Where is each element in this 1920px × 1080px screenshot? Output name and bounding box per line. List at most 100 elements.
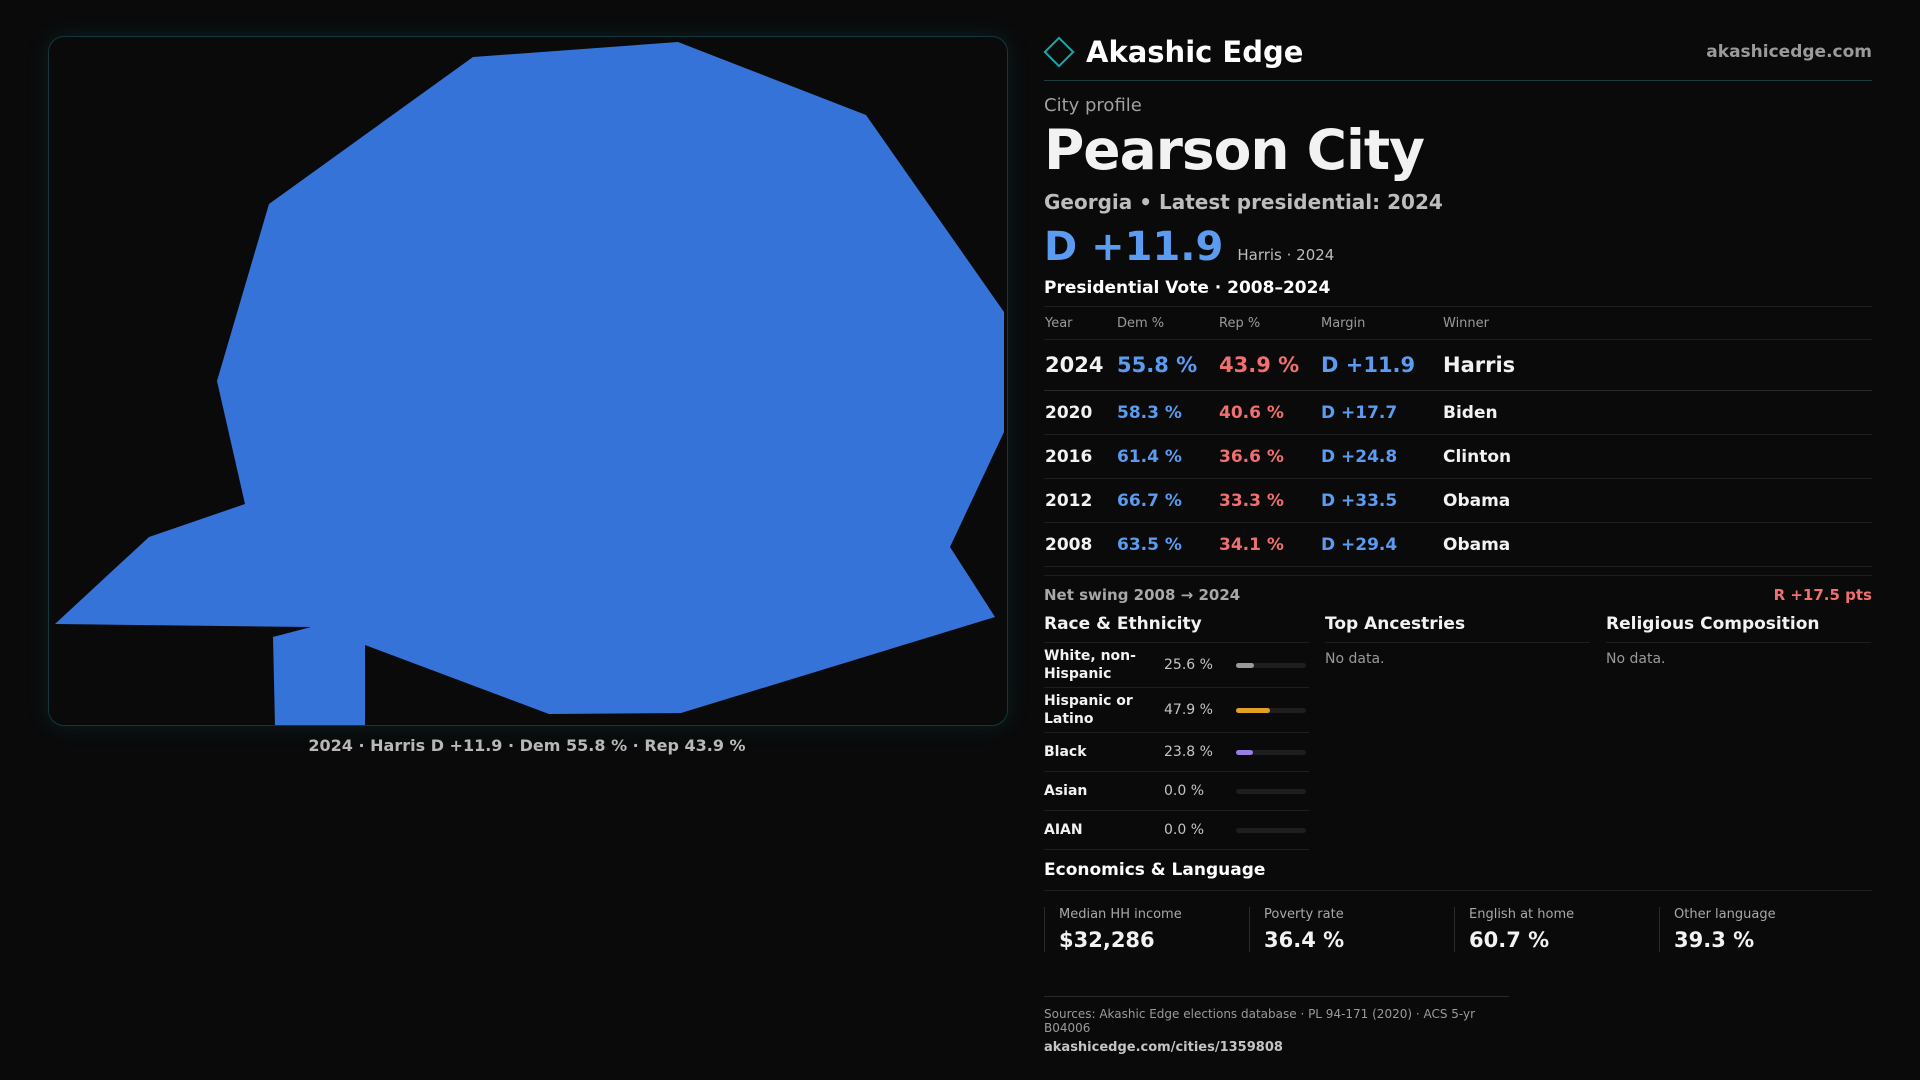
city-page-link[interactable]: akashicedge.com/cities/1359808: [1044, 1040, 1283, 1055]
econ-label: Poverty rate: [1264, 907, 1344, 922]
religion-empty: No data.: [1606, 651, 1666, 667]
cell-margin: D +33.5: [1320, 478, 1442, 523]
diamond-logo-icon: [1043, 36, 1075, 68]
map-caption: 2024 · Harris D +11.9 · Dem 55.8 % · Rep…: [308, 736, 746, 755]
econ-label: English at home: [1469, 907, 1575, 922]
economics-grid: Median HH income $32,286 Poverty rate 36…: [1044, 907, 1872, 952]
col-header-rep: Rep %: [1218, 307, 1320, 340]
cell-margin: D +17.7: [1320, 390, 1442, 435]
race-bar: [1236, 749, 1306, 755]
econ-stat: Poverty rate 36.4 %: [1249, 907, 1454, 952]
race-row: Black 23.8 %: [1044, 733, 1309, 772]
cell-winner: Clinton: [1442, 434, 1872, 479]
brand[interactable]: Akashic Edge: [1043, 35, 1304, 69]
vote-table: Year Dem % Rep % Margin Winner 2024 55.8…: [1044, 307, 1872, 567]
race-value: 47.9 %: [1164, 702, 1213, 718]
cell-dem: 66.7 %: [1116, 478, 1218, 523]
demographics-section: Race & Ethnicity White, non-Hispanic 25.…: [1044, 614, 1872, 850]
brand-header: Akashic Edge akashicedge.com: [1043, 30, 1872, 81]
ancestries-card: Top Ancestries No data.: [1325, 614, 1590, 850]
race-value: 23.8 %: [1164, 744, 1213, 760]
col-header-year: Year: [1044, 307, 1116, 340]
race-name: Hispanic or Latino: [1044, 693, 1133, 727]
net-swing-value: R +17.5 pts: [1773, 586, 1872, 604]
race-row: Asian 0.0 %: [1044, 772, 1309, 811]
table-row: 2008 63.5 % 34.1 % D +29.4 Obama: [1044, 522, 1872, 567]
race-row: White, non-Hispanic 25.6 %: [1044, 643, 1309, 688]
race-value: 0.0 %: [1164, 822, 1205, 838]
latest-margin-detail: Harris · 2024: [1237, 246, 1335, 264]
econ-value: 36.4 %: [1264, 928, 1345, 952]
race-name: White, non-Hispanic: [1044, 648, 1136, 682]
sources-footer: Sources: Akashic Edge elections database…: [1044, 996, 1509, 1055]
race-row: AIAN 0.0 %: [1044, 811, 1309, 850]
cell-year: 2020: [1044, 390, 1116, 435]
cell-dem: 61.4 %: [1116, 434, 1218, 479]
cell-year: 2016: [1044, 434, 1116, 479]
race-bar-fill: [1236, 662, 1254, 668]
race-bar-fill: [1236, 749, 1253, 755]
econ-stat: Median HH income $32,286: [1044, 907, 1249, 952]
brand-name: Akashic Edge: [1086, 35, 1304, 69]
religion-card: Religious Composition No data.: [1606, 614, 1871, 850]
vote-table-header: Year Dem % Rep % Margin Winner: [1044, 307, 1872, 340]
econ-value: $32,286: [1059, 928, 1155, 952]
cell-rep: 33.3 %: [1218, 478, 1320, 523]
city-subtitle: Georgia • Latest presidential: 2024: [1044, 190, 1443, 214]
cell-year: 2024: [1044, 339, 1116, 391]
city-profile-panel: Akashic Edge akashicedge.com City profil…: [1043, 30, 1872, 1055]
econ-label: Other language: [1674, 907, 1776, 922]
ancestries-empty: No data.: [1325, 651, 1385, 667]
net-swing-label: Net swing 2008 → 2024: [1044, 586, 1241, 604]
cell-margin: D +29.4: [1320, 522, 1442, 567]
race-row: Hispanic or Latino 47.9 %: [1044, 688, 1309, 733]
cell-winner: Obama: [1442, 478, 1872, 523]
econ-stat: English at home 60.7 %: [1454, 907, 1659, 952]
latest-margin: D +11.9 Harris · 2024: [1044, 224, 1872, 270]
vote-table-title: Presidential Vote · 2008–2024: [1044, 278, 1872, 307]
cell-winner: Harris: [1442, 339, 1872, 391]
econ-label: Median HH income: [1059, 907, 1182, 922]
cell-dem: 55.8 %: [1116, 339, 1218, 391]
econ-value: 60.7 %: [1469, 928, 1550, 952]
cell-dem: 58.3 %: [1116, 390, 1218, 435]
latest-margin-value: D +11.9: [1044, 224, 1224, 270]
table-row: 2016 61.4 % 36.6 % D +24.8 Clinton: [1044, 434, 1872, 479]
economics-title: Economics & Language: [1044, 860, 1872, 891]
table-row: 2024 55.8 % 43.9 % D +11.9 Harris: [1044, 339, 1872, 391]
cell-margin: D +24.8: [1320, 434, 1442, 479]
city-boundary-map[interactable]: [48, 36, 1008, 726]
city-boundary-svg: [55, 42, 1004, 725]
net-swing: Net swing 2008 → 2024 R +17.5 pts: [1044, 575, 1872, 604]
table-row: 2020 58.3 % 40.6 % D +17.7 Biden: [1044, 390, 1872, 435]
site-url-link[interactable]: akashicedge.com: [1706, 42, 1872, 62]
race-name: Black: [1044, 744, 1087, 760]
race-ethnicity-card: Race & Ethnicity White, non-Hispanic 25.…: [1044, 614, 1309, 850]
cell-winner: Biden: [1442, 390, 1872, 435]
col-header-margin: Margin: [1320, 307, 1442, 340]
cell-year: 2012: [1044, 478, 1116, 523]
cell-year: 2008: [1044, 522, 1116, 567]
cell-dem: 63.5 %: [1116, 522, 1218, 567]
cell-rep: 36.6 %: [1218, 434, 1320, 479]
econ-value: 39.3 %: [1674, 928, 1755, 952]
sources-text: Sources: Akashic Edge elections database…: [1044, 1007, 1476, 1035]
page-title: Pearson City: [1044, 118, 1425, 182]
profile-label: City profile: [1044, 95, 1142, 116]
race-bar: [1236, 827, 1306, 833]
col-header-winner: Winner: [1442, 307, 1872, 340]
table-row: 2012 66.7 % 33.3 % D +33.5 Obama: [1044, 478, 1872, 523]
religion-title: Religious Composition: [1606, 614, 1871, 643]
race-value: 0.0 %: [1164, 783, 1205, 799]
race-name: AIAN: [1044, 822, 1083, 838]
col-header-dem: Dem %: [1116, 307, 1218, 340]
cell-rep: 43.9 %: [1218, 339, 1320, 391]
cell-rep: 34.1 %: [1218, 522, 1320, 567]
race-ethnicity-title: Race & Ethnicity: [1044, 614, 1309, 643]
race-bar: [1236, 788, 1306, 794]
city-boundary-shape[interactable]: [55, 42, 1004, 725]
cell-rep: 40.6 %: [1218, 390, 1320, 435]
race-bar-fill: [1236, 707, 1270, 713]
race-bar: [1236, 707, 1306, 713]
cell-margin: D +11.9: [1320, 339, 1442, 391]
